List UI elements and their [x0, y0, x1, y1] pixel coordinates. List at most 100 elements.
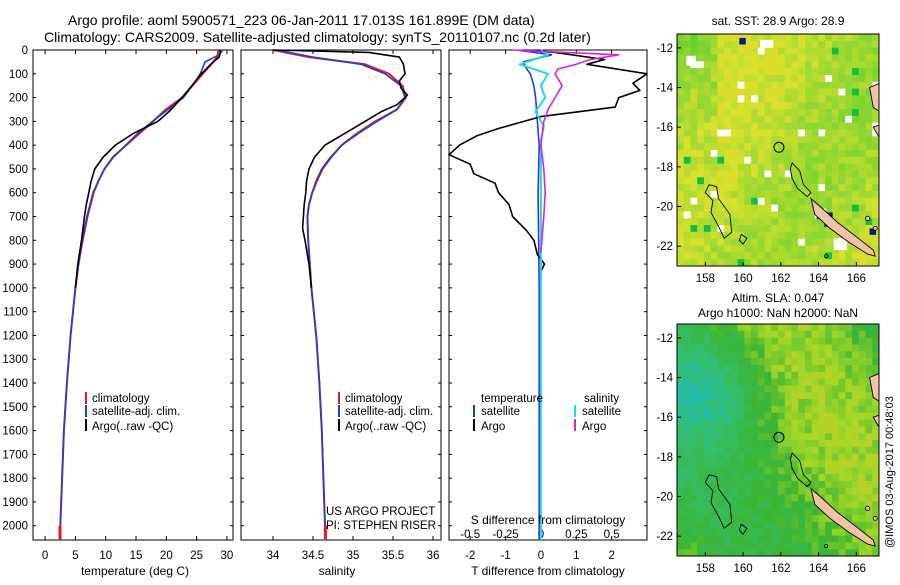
map-grid-cell: [757, 190, 765, 199]
map-grid-cell: [683, 170, 691, 178]
map-grid-cell: [683, 74, 691, 83]
map-grid-cell: [764, 521, 772, 530]
map-grid-cell: [710, 204, 718, 212]
map-grid-cell: [872, 446, 880, 455]
map-grid-cell: [825, 487, 833, 495]
small-reef-outline: [738, 523, 748, 535]
map-x-tick-label: 162: [771, 273, 790, 285]
map-grid-cell: [717, 115, 725, 124]
map-grid-cell: [818, 337, 826, 345]
map-grid-cell: [751, 419, 759, 427]
map-grid-cell: [677, 61, 685, 69]
map-grid-cell: [872, 156, 880, 165]
map-grid-cell: [838, 330, 846, 339]
map-grid-cell: [818, 467, 826, 475]
map-grid-cell: [811, 184, 819, 192]
map-grid-cell: [865, 68, 873, 76]
map-grid-cell: [710, 392, 718, 400]
map-grid-cell: [771, 453, 779, 461]
map-grid-cell: [677, 521, 685, 530]
map-grid-cell: [865, 252, 873, 260]
map-grid-cell: [703, 515, 712, 523]
map-grid-cell: [724, 399, 732, 407]
map-grid-cell: [858, 405, 866, 414]
map-grid-cell: [804, 68, 813, 76]
map-grid-cell: [858, 231, 866, 240]
map-grid-cell: [791, 467, 799, 475]
map-grid-cell: [872, 211, 880, 219]
map-grid-cell: [791, 252, 799, 260]
map-grid-cell: [852, 433, 860, 441]
map-grid-cell: [677, 34, 685, 42]
map-grid-cell: [724, 487, 732, 495]
map-grid-cell: [804, 40, 813, 49]
map-grid-cell: [703, 197, 712, 205]
map-grid-cell: [730, 143, 738, 151]
map-grid-cell: [677, 405, 685, 414]
map-grid-cell: [703, 371, 712, 379]
map-grid-cell: [710, 453, 718, 461]
map-grid-cell: [818, 81, 826, 89]
map-grid-cell: [791, 371, 799, 379]
map-grid-cell: [690, 177, 698, 185]
map-grid-cell: [838, 487, 846, 495]
map-grid-cell: [858, 102, 866, 110]
map-grid-cell: [724, 170, 732, 178]
map-grid-cell: [845, 494, 853, 502]
map-grid-cell: [683, 163, 691, 171]
difference-panel: -2 -1 0 1 2-0.5 -0.25 0 0.25 0.5 temperature sal…: [448, 49, 648, 578]
map-grid-cell: [730, 95, 738, 103]
map-grid-cell: [730, 170, 738, 178]
difference-legend: temperature salinity satellite Argo sate…: [473, 393, 621, 433]
map-grid-cell: [778, 184, 786, 192]
map-grid-cell: [798, 487, 806, 495]
map-grid-cell: [690, 170, 698, 178]
map-grid-cell: [845, 88, 853, 96]
map-grid-cell: [697, 508, 705, 516]
map-grid-cell: [872, 467, 880, 475]
map-grid-cell: [852, 245, 860, 253]
map-grid-cell: [845, 122, 853, 130]
map-grid-cell: [751, 177, 759, 185]
map-grid-cell: [764, 426, 772, 434]
map-grid-cell: [811, 324, 819, 332]
map-grid-cell: [791, 474, 799, 482]
map-grid-cell: [764, 252, 772, 260]
map-grid-cell: [757, 364, 765, 373]
map-grid-cell: [730, 88, 738, 96]
map-grid-cell: [865, 204, 873, 212]
map-grid-cell: [838, 47, 846, 55]
map-grid-cell: [764, 122, 772, 130]
map-grid-cell: [730, 115, 738, 124]
map-grid-cell: [825, 549, 833, 557]
map-grid-cell: [703, 528, 712, 536]
map-grid-cell: [690, 211, 698, 219]
map-grid-cell: [697, 115, 705, 124]
map-grid-cell: [757, 34, 765, 42]
map-grid-cell: [730, 163, 738, 171]
map-grid-cell: [730, 535, 738, 543]
map-grid-cell: [818, 324, 826, 332]
map-grid-cell: [804, 344, 813, 352]
series-line-satellite-adj-clim-: [276, 49, 406, 541]
map-grid-cell: [811, 521, 819, 530]
map-grid-cell: [865, 170, 873, 178]
map-grid-cell: [683, 535, 691, 543]
map-grid-cell: [845, 218, 853, 226]
map-grid-cell: [798, 74, 806, 83]
map-grid-cell: [798, 358, 806, 366]
map-grid-cell: [818, 385, 826, 393]
map-grid-cell: [744, 190, 752, 199]
map-grid-cell: [677, 399, 685, 407]
map-grid-cell: [764, 259, 772, 267]
map-grid-cell: [804, 150, 813, 158]
map-grid-cell: [838, 150, 846, 158]
map-grid-cell: [710, 494, 718, 502]
map-grid-cell: [784, 324, 792, 332]
map-grid-cell: [838, 344, 846, 352]
temperature-axes-frame: [32, 49, 234, 541]
map-grid-cell: [865, 143, 873, 151]
map-grid-cell: [744, 204, 752, 212]
map-grid-cell: [710, 259, 718, 267]
map-grid-cell: [798, 330, 806, 339]
